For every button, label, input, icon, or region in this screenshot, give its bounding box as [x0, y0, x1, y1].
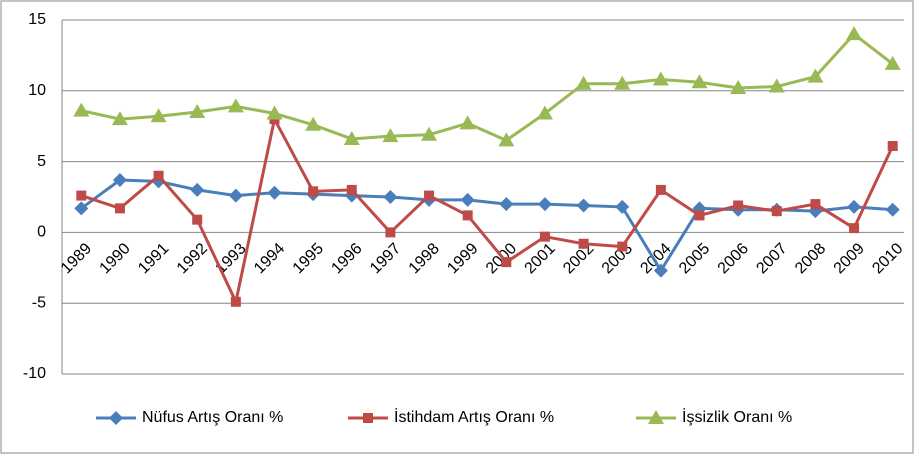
y-tick-label: 5 [37, 153, 46, 170]
data-point [733, 200, 744, 211]
data-point [498, 132, 515, 147]
data-point [768, 78, 785, 93]
data-point [655, 184, 666, 195]
data-point [112, 173, 127, 188]
y-tick-label: -5 [32, 294, 46, 311]
data-point [652, 71, 669, 86]
data-point [346, 184, 357, 195]
data-point [230, 296, 241, 307]
data-point [421, 126, 438, 141]
data-point [343, 130, 360, 145]
data-point [424, 190, 435, 201]
data-point [653, 263, 668, 278]
series [73, 26, 901, 147]
data-point [190, 182, 205, 197]
data-point [615, 199, 630, 214]
data-point [771, 206, 782, 217]
data-point [74, 201, 89, 216]
legend-label: İstihdam Artış Oranı % [394, 407, 554, 426]
data-point [189, 104, 206, 119]
data-point [499, 197, 514, 212]
data-point [807, 68, 824, 83]
data-point [847, 199, 862, 214]
data-point [887, 141, 898, 152]
data-point [536, 105, 553, 120]
legend-label: Nüfus Artış Oranı % [142, 409, 283, 426]
data-point [810, 199, 821, 210]
legend-item: İstihdam Artış Oranı % [348, 407, 554, 426]
data-point [694, 210, 705, 221]
y-tick-label: 10 [28, 82, 46, 99]
data-point [576, 198, 591, 213]
data-point [111, 111, 128, 126]
data-point [846, 26, 863, 41]
legend-item: İşsizlik Oranı % [636, 407, 792, 426]
data-point [460, 192, 475, 207]
data-point [885, 202, 900, 217]
data-point [150, 108, 167, 123]
data-point [305, 116, 322, 131]
series-line [80, 114, 895, 307]
legend-marker [648, 410, 664, 424]
data-point [462, 210, 473, 221]
data-point [884, 55, 901, 70]
y-tick-label: 15 [28, 11, 46, 28]
legend-marker [109, 411, 123, 425]
data-point [849, 223, 860, 234]
data-point [617, 241, 628, 252]
y-tick-label: 0 [37, 224, 46, 241]
data-point [459, 115, 476, 130]
series-line [80, 32, 894, 143]
data-point [228, 188, 243, 203]
data-point [227, 98, 244, 113]
data-point [575, 75, 592, 90]
data-point [266, 105, 283, 120]
data-point [382, 128, 399, 143]
data-point [76, 190, 87, 201]
data-point [385, 227, 396, 238]
data-point [192, 214, 203, 225]
data-point [267, 185, 282, 200]
data-point [153, 170, 164, 181]
data-point [539, 231, 550, 242]
data-point [614, 75, 631, 90]
data-point [114, 203, 125, 214]
y-tick-label: -10 [23, 365, 46, 382]
legend-marker [363, 413, 373, 423]
data-point [578, 238, 589, 249]
legend-label: İşsizlik Oranı % [682, 407, 792, 426]
data-point [501, 257, 512, 268]
legend-item: Nüfus Artış Oranı % [96, 409, 283, 426]
data-point [691, 74, 708, 89]
data-point [730, 79, 747, 94]
data-point [537, 197, 552, 212]
data-point [73, 102, 90, 117]
data-point [383, 190, 398, 204]
data-point [308, 186, 319, 197]
